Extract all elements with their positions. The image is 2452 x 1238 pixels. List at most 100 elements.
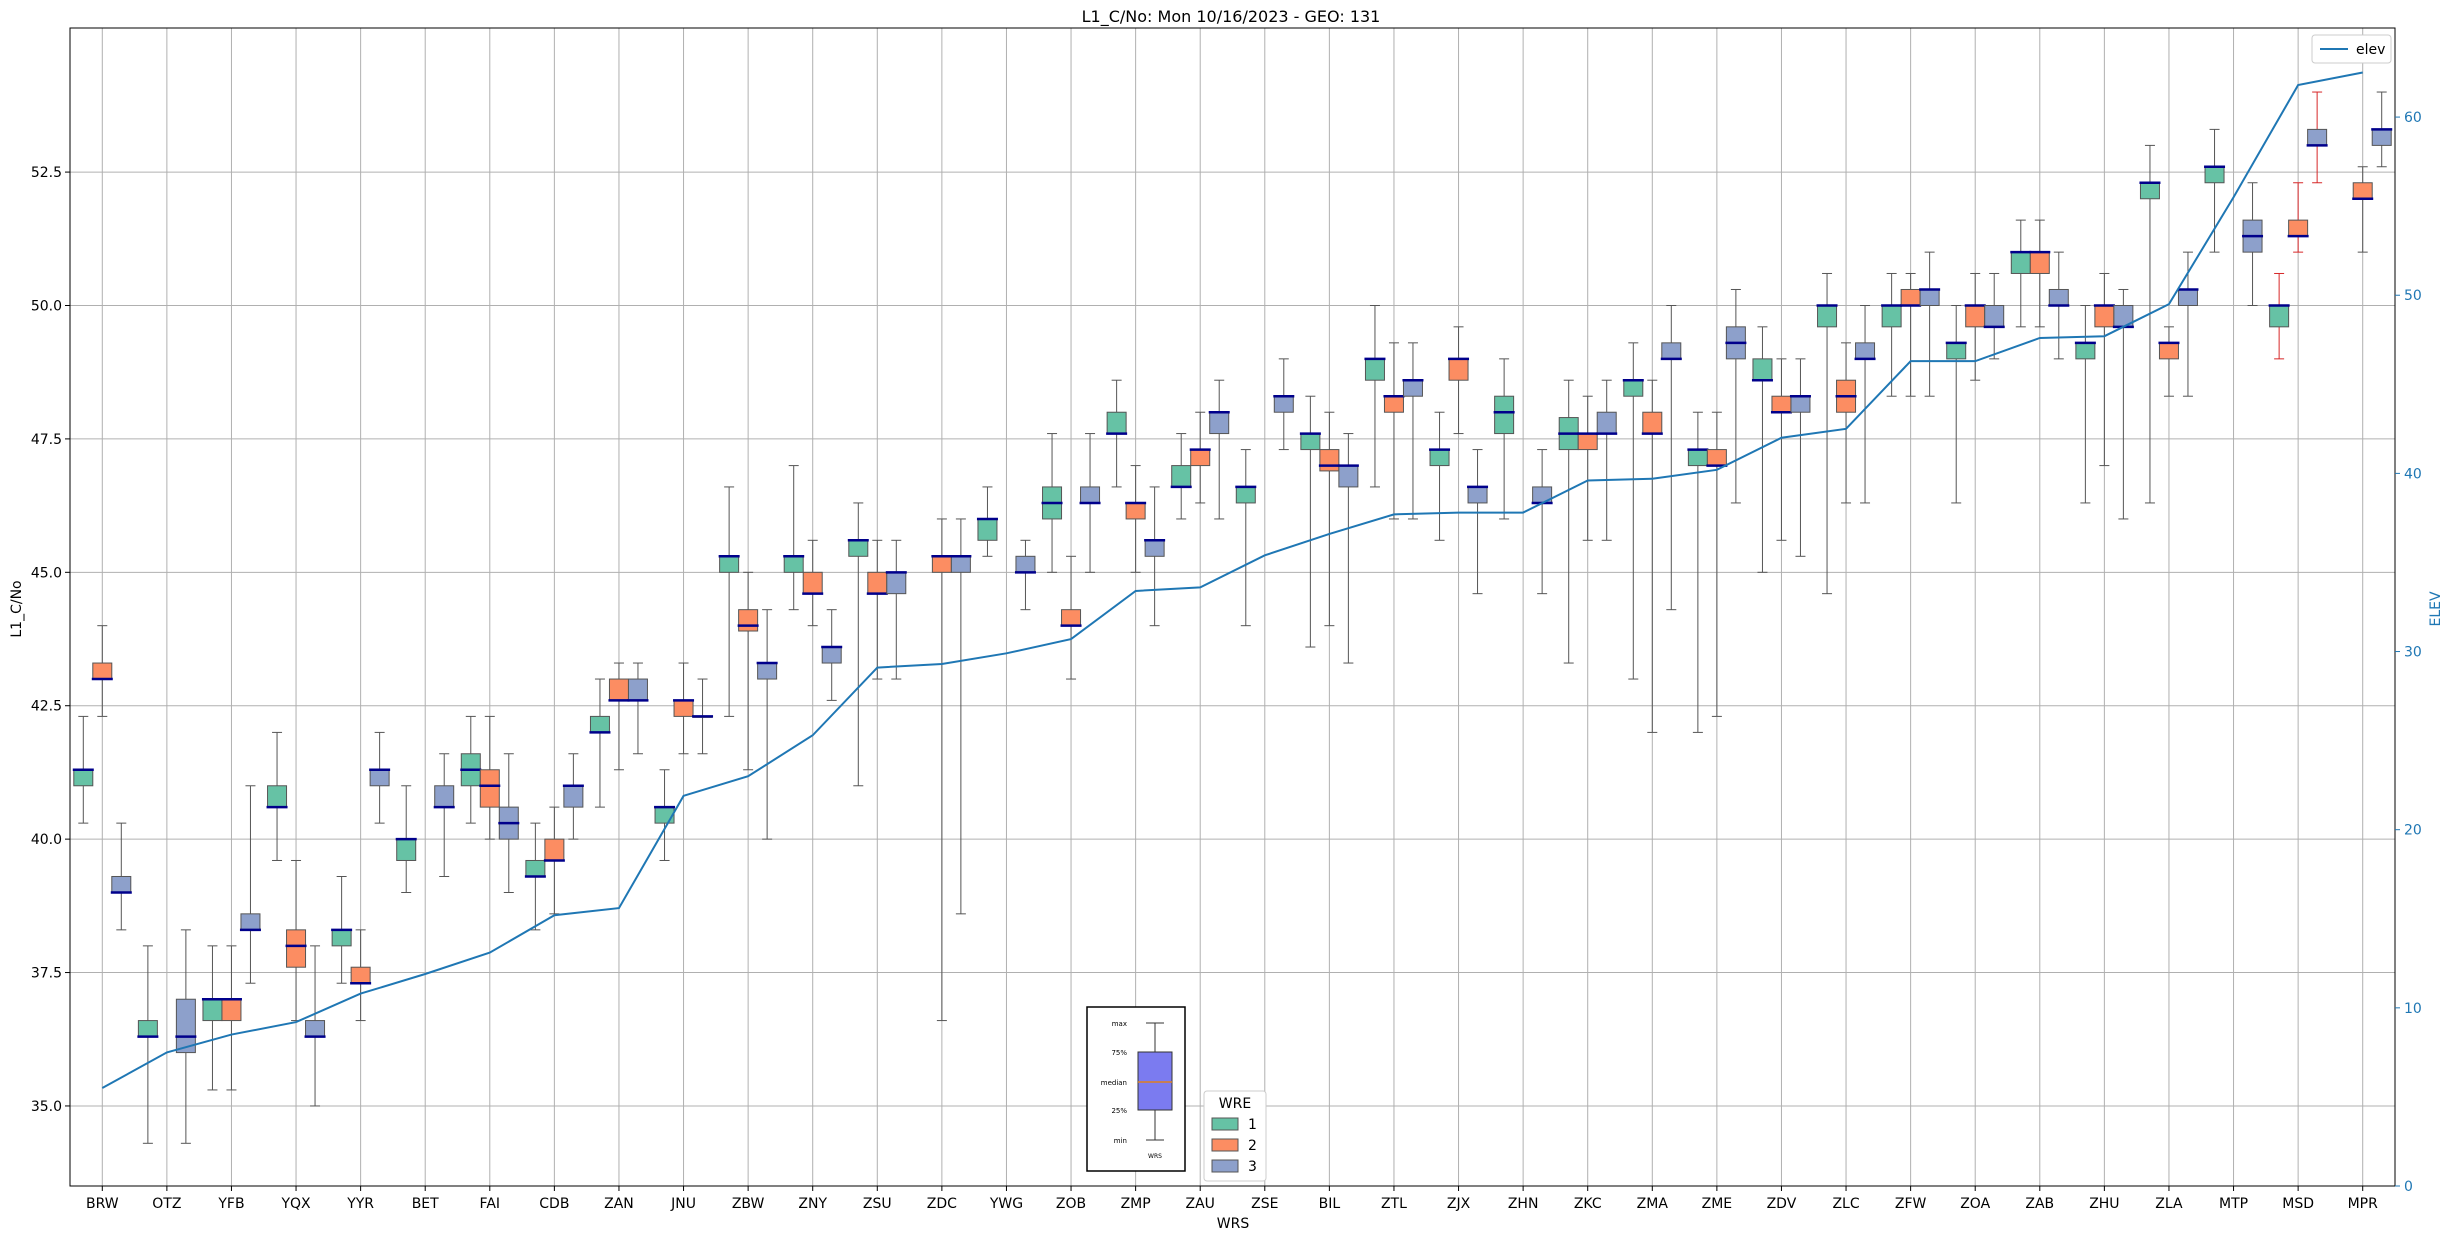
box-iqr	[240, 913, 261, 931]
box-iqr	[2029, 251, 2050, 274]
x-tick-label: MSD	[2282, 1196, 2314, 1212]
box-iqr	[73, 769, 94, 787]
box-plot	[304, 945, 326, 1107]
box-iqr	[1061, 609, 1082, 627]
legend-label-1: 1	[1248, 1117, 1257, 1133]
y2-tick-label: 50	[2404, 288, 2422, 304]
box-plot	[2268, 272, 2290, 360]
y2-axis-label: ELEV	[2428, 591, 2444, 626]
box-plot	[2287, 182, 2309, 253]
box-iqr	[589, 715, 610, 733]
box-plot	[2242, 182, 2264, 306]
box-iqr	[1817, 304, 1838, 328]
box-plot	[1079, 433, 1101, 573]
box-plot	[1448, 326, 1470, 435]
plot-frame	[69, 27, 2396, 1187]
y-tick-label: 52.5	[31, 165, 62, 181]
box-iqr	[1881, 304, 1902, 328]
box-plot	[1835, 342, 1857, 504]
box-iqr	[1706, 449, 1727, 467]
legend-title: WRE	[1219, 1096, 1251, 1112]
box-iqr	[1900, 288, 1921, 306]
box-iqr	[886, 571, 907, 595]
box-plot	[91, 625, 113, 717]
x-tick-label: YWG	[989, 1196, 1023, 1212]
box-iqr	[1984, 304, 2005, 328]
box-plot	[1641, 379, 1663, 733]
y2-tick-label: 20	[2404, 823, 2422, 839]
box-plot	[285, 859, 307, 1022]
box-plot	[543, 806, 565, 915]
legend-wre: WRE 1 2 3	[1203, 1090, 1267, 1182]
box-plot	[1041, 433, 1063, 573]
box-iqr	[1235, 486, 1256, 504]
legend-elev-label: elev	[2356, 42, 2385, 58]
x-tick-label: CDB	[539, 1196, 569, 1212]
box-iqr	[1429, 449, 1450, 467]
box-plot	[1706, 411, 1728, 717]
box-plot	[2139, 144, 2161, 504]
box-plot	[369, 731, 391, 824]
axes: BRW OTZ YFB YQX YYR BET FAI CDB ZAN JNU ZBW ZNY ZSU Z…	[31, 110, 2422, 1212]
box-iqr	[1015, 555, 1036, 573]
box-iqr	[2139, 182, 2160, 200]
box-iqr	[2158, 342, 2179, 360]
x-tick-label: ZHU	[2089, 1196, 2119, 1212]
box-plot	[1189, 411, 1211, 504]
box-iqr	[2075, 342, 2096, 360]
box-iqr	[950, 555, 971, 573]
box-iqr	[479, 769, 500, 808]
box-iqr	[1642, 411, 1663, 435]
box-plot	[1014, 539, 1036, 611]
y-tick-label: 50.0	[31, 298, 62, 314]
box-plot	[562, 753, 584, 840]
x-tick-label: YYR	[346, 1196, 374, 1212]
box-iqr	[2177, 288, 2198, 306]
box-plot	[1596, 379, 1618, 541]
inset-p25-label: 25%	[1111, 1107, 1127, 1115]
box-plot	[1402, 342, 1424, 520]
x-axis-label: WRS	[1217, 1216, 1250, 1232]
y2-tick-label: 10	[2404, 1001, 2422, 1017]
box-plot	[331, 875, 353, 984]
box-plot	[1429, 411, 1451, 541]
box-plot	[1531, 449, 1553, 595]
box-iqr	[221, 998, 242, 1022]
box-iqr	[673, 699, 694, 717]
box-plot	[2029, 219, 2051, 328]
box-iqr	[331, 929, 352, 947]
box-plot	[847, 502, 869, 787]
box-iqr	[1919, 288, 1940, 306]
x-tick-label: ZSE	[1251, 1196, 1278, 1212]
box-iqr	[719, 555, 740, 573]
box-iqr	[1144, 539, 1165, 557]
box-iqr	[369, 769, 390, 787]
box-plot	[950, 518, 972, 915]
x-tick-label: BET	[412, 1196, 439, 1212]
box-iqr	[1300, 433, 1321, 451]
x-tick-label: MPR	[2348, 1196, 2379, 1212]
box-iqr	[1402, 379, 1423, 397]
box-iqr	[2352, 182, 2373, 200]
box-plot	[718, 486, 740, 717]
box-plot	[2112, 288, 2134, 520]
box-iqr	[350, 966, 371, 984]
box-iqr	[305, 1020, 326, 1038]
box-plot	[1770, 358, 1792, 541]
box-iqr	[738, 609, 759, 632]
box-iqr	[1577, 433, 1598, 451]
x-tick-label: ZAN	[604, 1196, 634, 1212]
box-iqr	[1319, 449, 1340, 472]
boxplot-key-inset: max 75% median 25% min WRS	[1086, 1006, 1186, 1172]
box-iqr	[1171, 465, 1192, 488]
box-plot	[1789, 358, 1811, 557]
x-tick-label: BRW	[86, 1196, 119, 1212]
box-iqr	[1338, 465, 1359, 488]
inset-min-label: min	[1114, 1137, 1127, 1145]
box-plot	[976, 486, 998, 557]
box-iqr	[286, 929, 307, 968]
box-iqr	[396, 838, 417, 861]
box-iqr	[931, 555, 952, 573]
x-tick-label: ZMP	[1121, 1196, 1151, 1212]
